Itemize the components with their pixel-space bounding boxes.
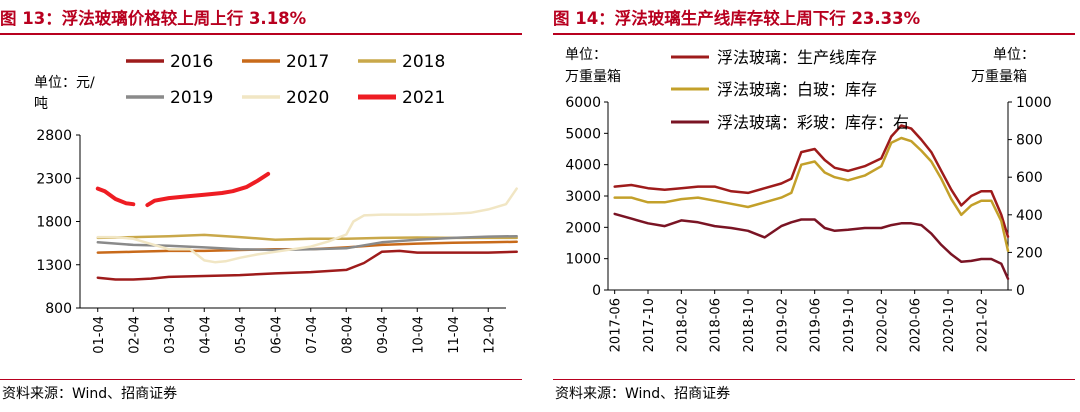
left-legend-label: 2016 [170,52,213,72]
left-title-rule [0,33,522,35]
right-legend-label: 浮法玻璃：生产线库存 [717,48,877,67]
left-legend-label: 2018 [402,52,445,72]
right-x-tick-label: 2020-10 [942,298,957,352]
left-series-line-2021 [95,186,136,207]
right-left-y-tick-label: 3000 [565,189,601,205]
right-left-y-tick-label: 5000 [565,126,601,142]
left-x-tick-label: 09-04 [376,316,391,354]
right-left-y-tick-label: 6000 [565,95,601,111]
right-x-tick-label: 2017-10 [642,298,657,352]
right-chart-title: 图 14：浮法玻璃生产线库存较上周下行 23.33% [553,9,921,28]
right-right-y-tick-label: 400 [1016,208,1043,224]
right-series-line-浮法玻璃：彩玻：库存：右 [613,212,1010,280]
left-y-tick-label: 1800 [36,215,72,231]
left-y-tick-label: 2300 [36,171,72,187]
left-y-tick-label: 2800 [36,128,72,144]
left-legend-label: 2020 [286,88,329,108]
left-x-tick-label: 10-04 [411,316,426,354]
right-left-y-tick-label: 1000 [565,252,601,268]
right-x-tick-label: 2018-10 [742,298,757,352]
right-x-tick-label: 2018-02 [675,298,690,352]
left-source-rule [0,379,522,380]
right-right-unit-label-line2: 万重量箱 [971,69,1027,85]
right-legend-label: 浮法玻璃：彩玻：库存：右 [717,113,909,132]
right-right-y-tick-label: 0 [1016,283,1025,299]
left-x-tick-label: 12-04 [482,316,497,354]
left-y-unit-label-line2: 吨 [34,96,48,112]
right-left-unit-label: 单位： [565,47,607,63]
right-source-note: 资料来源：Wind、招商证券 [555,386,731,402]
left-y-tick-label: 1300 [36,258,72,274]
left-legend-label: 2021 [402,88,445,108]
right-legend-label: 浮法玻璃：白玻：库存 [717,80,877,99]
right-left-unit-label-line2: 万重量箱 [565,69,621,85]
left-series-line-2021 [145,171,271,208]
right-x-tick-label: 2019-10 [842,298,857,352]
left-series-line-2020 [96,187,518,264]
right-x-tick-label: 2018-06 [709,298,724,352]
left-y-tick-label: 800 [45,301,72,317]
left-x-tick-label: 08-04 [340,316,355,354]
right-chart: 0 1000 2000 3000 4000 5000 6000 0 200 400 600 800 10… [565,47,1052,352]
right-x-tick-label: 2019-02 [775,298,790,352]
left-series-line-2019 [96,234,518,252]
left-x-tick-label: 11-04 [447,316,462,354]
right-right-y-tick-label: 600 [1016,170,1043,186]
left-x-tick-label: 04-04 [198,316,213,354]
left-x-tick-label: 03-04 [163,316,178,354]
left-x-tick-label: 01-04 [92,316,107,354]
right-right-y-tick-label: 1000 [1016,95,1052,111]
right-right-y-tick-label: 800 [1016,133,1043,149]
left-chart-title: 图 13：浮法玻璃价格较上周上行 3.18% [0,9,307,28]
left-y-unit-label: 单位：元/ [34,75,95,91]
right-series-line-浮法玻璃：生产线库存 [613,124,1010,238]
right-left-y-tick-label: 2000 [565,220,601,236]
right-x-tick-label: 2020-06 [909,298,924,352]
left-x-tick-label: 02-04 [127,316,142,354]
left-x-tick-label: 06-04 [269,316,284,354]
left-panel: 图 13：浮法玻璃价格较上周上行 3.18% 800 1300 1800 2300 28… [0,0,530,412]
right-right-unit-label: 单位： [993,47,1035,63]
right-x-tick-label: 2020-02 [875,298,890,352]
right-title-rule [553,33,1075,35]
left-x-tick-label: 05-04 [234,316,249,354]
right-left-y-tick-label: 4000 [565,158,601,174]
right-series-line-浮法玻璃：白玻：库存 [613,136,1010,253]
left-source-note: 资料来源：Wind、招商证券 [2,386,178,402]
left-series-line-2016 [96,249,518,281]
right-right-y-tick-label: 200 [1016,245,1043,261]
left-legend-label: 2019 [170,88,213,108]
left-x-tick-label: 07-04 [305,316,320,354]
right-left-y-tick-label: 0 [592,283,601,299]
right-x-tick-label: 2017-06 [609,298,624,352]
right-source-rule [553,379,1075,380]
left-chart: 800 1300 1800 2300 2800 01-04 02-04 03-04 04-04 0… [34,52,518,354]
left-legend-label: 2017 [286,52,329,72]
right-x-tick-label: 2021-02 [975,298,990,352]
right-panel: 图 14：浮法玻璃生产线库存较上周下行 23.33% 0 1000 2000 3000… [553,0,1080,412]
right-x-tick-label: 2019-06 [809,298,824,352]
